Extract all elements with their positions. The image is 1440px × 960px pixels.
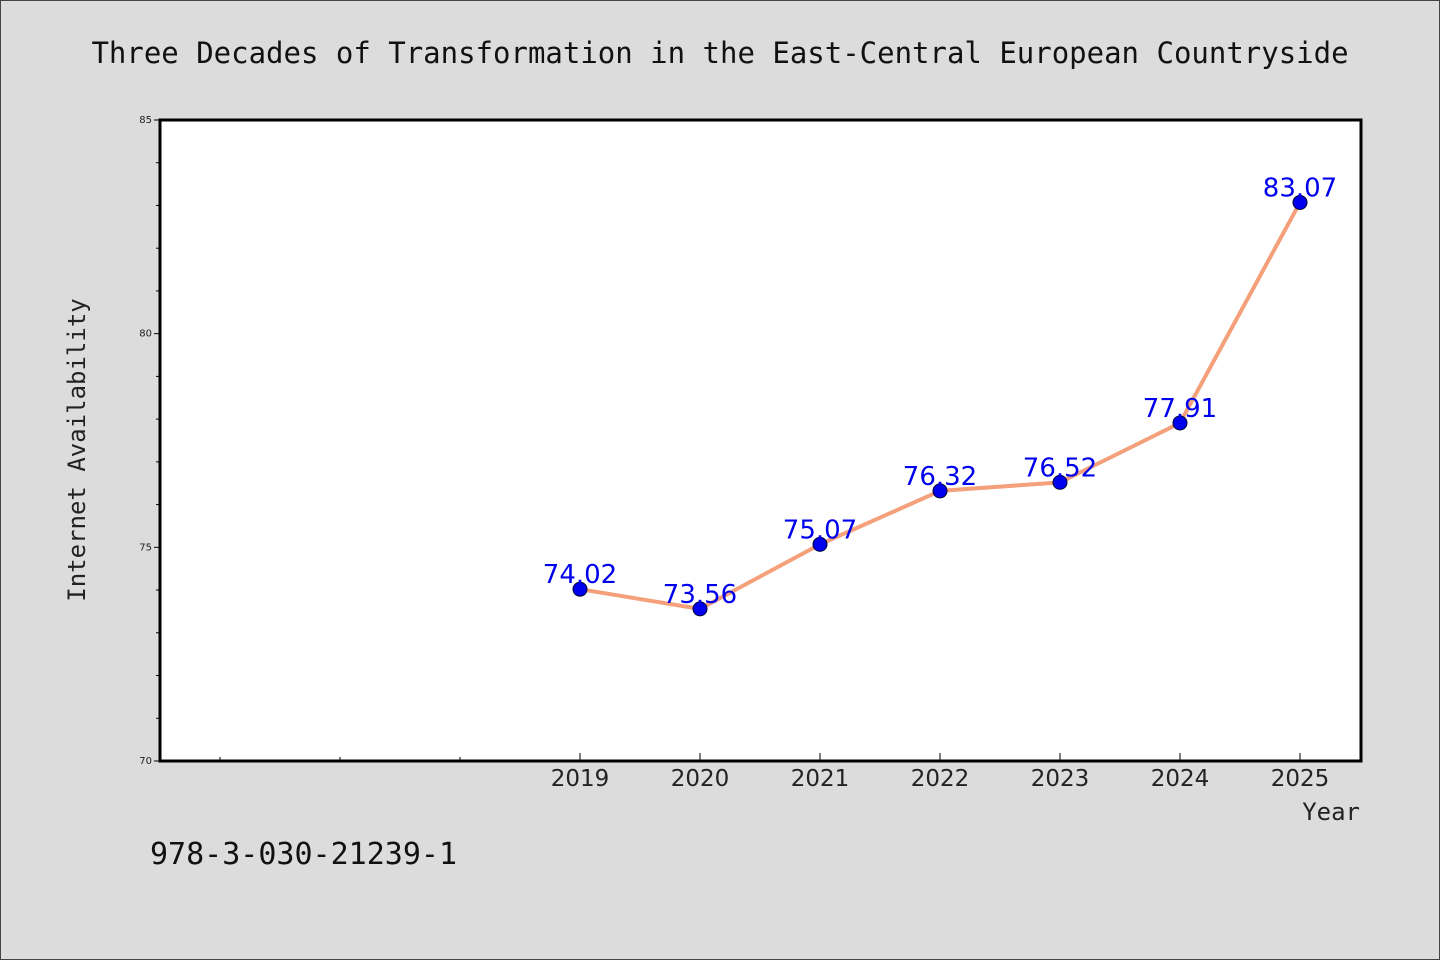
data-point xyxy=(572,581,588,597)
data-point xyxy=(1292,194,1308,210)
x-tick-label: 2020 xyxy=(671,766,730,792)
data-label: 77.91 xyxy=(1143,394,1217,424)
data-point xyxy=(692,601,708,617)
x-tick-label: 2022 xyxy=(911,766,970,792)
x-tick-label: 2025 xyxy=(1271,766,1330,792)
x-axis: 2019 2020 2021 2022 2023 2024 2025 xyxy=(219,753,1330,792)
data-point xyxy=(1052,474,1068,490)
x-tick-label: 2023 xyxy=(1031,766,1090,792)
y-tick-label: 85 xyxy=(139,115,152,126)
data-label: 76.52 xyxy=(1023,453,1097,483)
data-point xyxy=(932,483,948,499)
y-axis: 70 75 80 85 xyxy=(139,115,160,767)
isbn-footnote: 978-3-030-21239-1 xyxy=(150,837,457,872)
plot-area xyxy=(158,118,1363,763)
y-tick-label: 75 xyxy=(139,542,152,553)
data-label: 83.07 xyxy=(1263,173,1337,203)
chart-title: Three Decades of Transformation in the E… xyxy=(91,36,1348,70)
x-tick-label: 2021 xyxy=(791,766,850,792)
y-tick-label: 80 xyxy=(139,329,152,340)
x-tick-label: 2019 xyxy=(551,766,610,792)
data-point xyxy=(812,536,828,552)
data-label: 75.07 xyxy=(783,515,857,545)
y-tick-label: 70 xyxy=(139,756,152,767)
data-point xyxy=(1172,415,1188,431)
series-layer: 74.02 73.56 75.07 76.32 76.52 77.91 83.07 xyxy=(543,173,1337,617)
y-axis-label: Internet Availability xyxy=(63,298,91,601)
x-axis-label: Year xyxy=(1302,798,1360,826)
data-label: 74.02 xyxy=(543,560,617,590)
x-tick-label: 2024 xyxy=(1151,766,1210,792)
data-label: 76.32 xyxy=(903,462,977,492)
data-label: 73.56 xyxy=(663,580,737,610)
